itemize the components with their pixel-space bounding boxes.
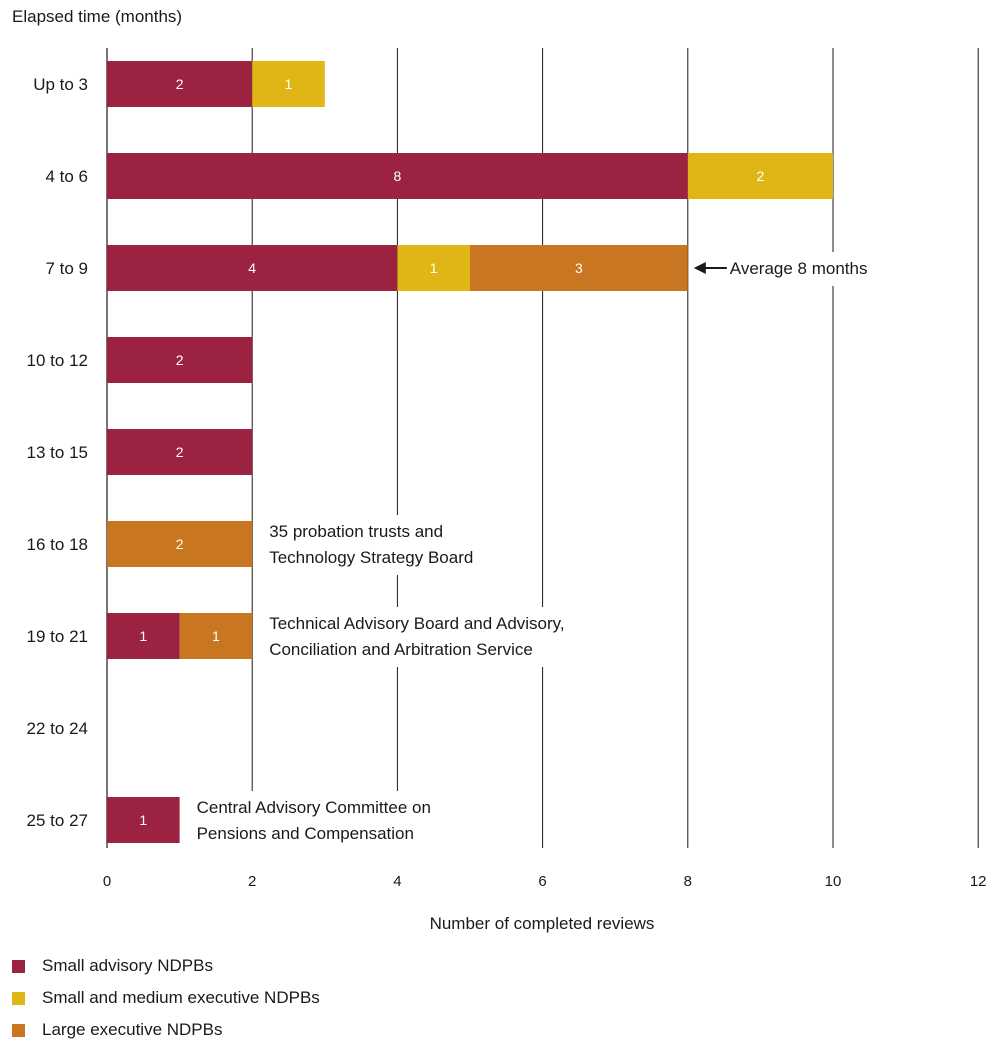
legend-swatch xyxy=(12,1023,25,1037)
x-tick-label: 10 xyxy=(825,873,842,890)
legend-label: Small advisory NDPBs xyxy=(42,956,213,975)
x-tick-label: 4 xyxy=(393,873,401,890)
x-tick-label: 12 xyxy=(970,873,987,890)
bar-value-label: 2 xyxy=(757,168,765,184)
category-label: 10 to 12 xyxy=(27,351,88,370)
bar-segment xyxy=(107,613,180,659)
bar-value-label: 2 xyxy=(176,76,184,92)
bar-segment xyxy=(179,613,253,659)
x-tick-label: 8 xyxy=(684,873,692,890)
legend-item-small-advisory: Small advisory NDPBs xyxy=(12,950,320,982)
category-label: 25 to 27 xyxy=(27,811,88,830)
bar-value-label: 2 xyxy=(176,352,184,368)
legend-swatch xyxy=(12,959,25,973)
legend-item-small-medium-executive: Small and medium executive NDPBs xyxy=(12,982,320,1014)
bar-value-label: 1 xyxy=(139,628,147,644)
category-label: 4 to 6 xyxy=(45,167,88,186)
annotation-text: Technical Advisory Board and Advisory, xyxy=(269,614,564,633)
annotation-text: Pensions and Compensation xyxy=(197,824,414,843)
annotation-background xyxy=(187,791,481,851)
bar-segment xyxy=(107,245,398,291)
legend: Small advisory NDPBs Small and medium ex… xyxy=(12,950,320,1046)
annotation-text: Central Advisory Committee on xyxy=(197,798,431,817)
annotation-arrow-head xyxy=(693,262,706,274)
bar-segment xyxy=(687,153,833,199)
category-label: 22 to 24 xyxy=(27,719,88,738)
x-tick-label: 0 xyxy=(103,873,111,890)
annotation-background xyxy=(260,607,637,667)
annotation-text: Technology Strategy Board xyxy=(269,548,473,567)
legend-item-large-executive: Large executive NDPBs xyxy=(12,1014,320,1046)
bar-segment xyxy=(107,61,253,107)
annotation-text: Average 8 months xyxy=(730,259,868,278)
bar-value-label: 2 xyxy=(176,444,184,460)
bar-value-label: 1 xyxy=(139,812,147,828)
y-axis-title: Elapsed time (months) xyxy=(12,7,182,26)
bar-segment xyxy=(107,429,253,475)
category-label: 16 to 18 xyxy=(27,535,88,554)
bar-value-label: 1 xyxy=(212,628,220,644)
annotation-text: Conciliation and Arbitration Service xyxy=(269,640,533,659)
legend-label: Large executive NDPBs xyxy=(42,1020,223,1039)
legend-swatch xyxy=(12,991,25,1005)
category-label: Up to 3 xyxy=(33,75,88,94)
category-label: 13 to 15 xyxy=(27,443,88,462)
x-tick-label: 6 xyxy=(538,873,546,890)
bar-segment xyxy=(107,521,253,567)
bar-value-label: 3 xyxy=(575,260,583,276)
annotation-text: 35 probation trusts and xyxy=(269,522,443,541)
bar-value-label: 8 xyxy=(394,168,402,184)
bar-segment xyxy=(397,245,470,291)
bar-value-label: 2 xyxy=(176,536,184,552)
bar-value-label: 1 xyxy=(430,260,438,276)
bar-segment xyxy=(470,245,688,291)
annotation-background xyxy=(260,515,516,575)
bar-segment xyxy=(252,61,325,107)
bar-value-label: 4 xyxy=(248,260,256,276)
x-axis-title: Number of completed reviews xyxy=(430,914,655,933)
category-label: 7 to 9 xyxy=(45,259,88,278)
category-label: 19 to 21 xyxy=(27,627,88,646)
legend-label: Small and medium executive NDPBs xyxy=(42,988,320,1007)
bar-segment xyxy=(107,337,253,383)
bar-value-label: 1 xyxy=(285,76,293,92)
x-tick-label: 2 xyxy=(248,873,256,890)
bar-segment xyxy=(107,153,688,199)
bar-segment xyxy=(107,797,180,843)
